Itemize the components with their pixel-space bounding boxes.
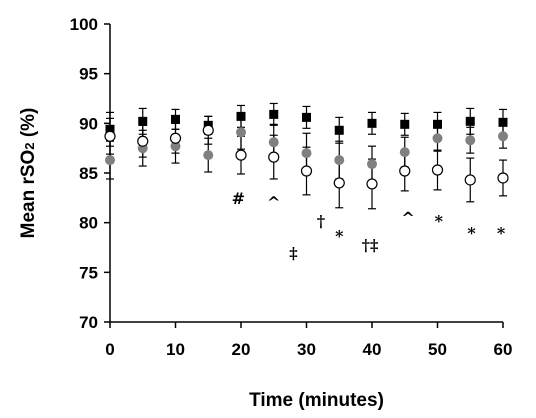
data-point-open-circle <box>497 172 509 184</box>
significance-marker: # <box>232 189 245 208</box>
y-axis-title: Mean rSO2 (%) <box>18 108 39 239</box>
data-point-gray-circle <box>236 127 246 138</box>
x-tick-label: 40 <box>363 340 382 359</box>
data-point-open-circle <box>464 174 476 186</box>
data-point-open-circle <box>333 177 345 189</box>
data-point-open-circle <box>366 178 378 190</box>
data-point-gray-circle <box>367 159 377 170</box>
data-point-square <box>236 111 246 121</box>
data-point-open-circle <box>268 151 280 163</box>
data-point-open-circle <box>399 165 411 177</box>
data-point-gray-circle <box>432 133 443 144</box>
data-point-gray-circle <box>170 141 181 152</box>
y-tick-label: 75 <box>79 263 98 282</box>
data-point-open-circle <box>169 132 182 144</box>
significance-marker: ^ <box>267 193 280 212</box>
data-point-square <box>433 119 442 129</box>
data-point-gray-circle <box>498 131 508 142</box>
x-tick-label: 60 <box>494 340 513 359</box>
x-tick-label: 10 <box>166 340 185 359</box>
data-point-square <box>105 124 115 134</box>
x-tick-label: 20 <box>232 340 251 359</box>
y-tick-label: 85 <box>79 164 98 183</box>
data-markers <box>104 109 509 190</box>
data-point-open-circle <box>235 149 247 161</box>
data-point-gray-circle <box>301 148 312 159</box>
significance-marker: * <box>497 224 506 243</box>
data-point-square <box>171 114 180 124</box>
data-point-gray-circle <box>399 147 410 158</box>
y-tick-label: 80 <box>79 214 98 233</box>
x-axis-title: Time (minutes) <box>249 390 384 411</box>
data-point-square <box>138 116 148 126</box>
significance-marker: * <box>435 212 444 231</box>
data-point-gray-circle <box>268 137 279 148</box>
y-tick-label: 70 <box>79 313 98 332</box>
significance-marker: † <box>317 212 325 231</box>
data-point-open-circle <box>104 130 116 142</box>
y-tick-label: 90 <box>79 114 98 133</box>
axes: 70 75 80 85 90 95 100 0 10 20 30 40 50 60 <box>70 15 513 359</box>
y-axis-title-subscript: 2 <box>22 142 37 149</box>
data-point-square <box>269 109 279 119</box>
data-point-open-circle <box>137 135 149 147</box>
significance-marker: * <box>335 227 344 246</box>
data-point-square <box>465 116 475 126</box>
significance-annotations: # ^ † * ‡ †‡ ^ * * * <box>232 189 506 263</box>
significance-marker: ‡ <box>289 243 297 262</box>
y-axis-title-suffix: (%) <box>18 108 39 143</box>
x-tick-label: 0 <box>105 340 114 359</box>
y-axis-title-main: Mean rSO <box>18 150 39 239</box>
data-point-gray-circle <box>465 135 476 146</box>
data-point-open-circle <box>202 124 214 136</box>
y-tick-label: 95 <box>79 65 98 84</box>
data-point-open-circle <box>300 165 313 177</box>
significance-marker: * <box>467 224 476 243</box>
data-point-square <box>334 125 344 135</box>
data-point-gray-circle <box>203 150 214 161</box>
data-point-square <box>498 117 508 127</box>
y-tick-label: 100 <box>70 15 98 34</box>
significance-marker: †‡ <box>362 235 379 254</box>
data-point-open-circle <box>431 164 444 176</box>
x-tick-label: 50 <box>428 340 447 359</box>
data-point-gray-circle <box>105 155 115 166</box>
data-point-square <box>367 118 377 128</box>
data-point-square <box>302 112 311 122</box>
significance-marker: ^ <box>401 209 414 228</box>
data-point-gray-circle <box>334 155 345 166</box>
x-tick-label: 30 <box>297 340 316 359</box>
data-point-square <box>400 119 410 129</box>
